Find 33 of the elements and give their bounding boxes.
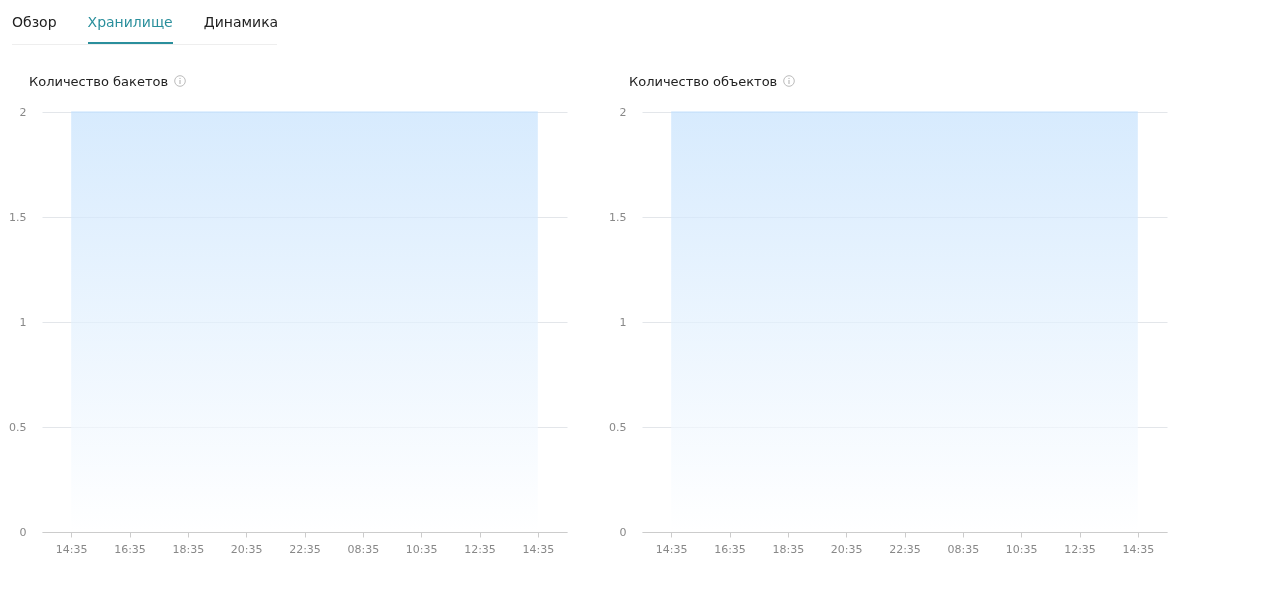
text: Динамика xyxy=(203,14,279,32)
x-tick-label: 18:35 xyxy=(172,542,205,556)
x-tick-label: 14:35 xyxy=(655,542,688,556)
x-tick-label: 08:35 xyxy=(947,542,980,556)
x-tick-label: 20:35 xyxy=(830,542,863,556)
y-tick-label: 0 xyxy=(619,525,627,539)
y-tick-label: 0 xyxy=(19,525,27,539)
x-tick-label: 16:35 xyxy=(714,542,746,556)
y-tick-label: 2 xyxy=(19,105,27,119)
x-tick-label: 14:35 xyxy=(522,542,555,556)
x-tick-label: 10:35 xyxy=(405,542,438,556)
x-tick-label: 18:35 xyxy=(772,542,805,556)
chart-title: Количество бакетов xyxy=(29,73,169,89)
x-tick-label: 22:35 xyxy=(889,542,921,556)
y-tick-label: 1.5 xyxy=(609,210,627,224)
y-tick-label: 1 xyxy=(619,315,627,329)
x-tick-label: 20:35 xyxy=(230,542,263,556)
x-tick-label: 12:35 xyxy=(1064,542,1096,556)
x-tick-label: 16:35 xyxy=(114,542,146,556)
y-tick-label: 0.5 xyxy=(609,420,627,434)
y-tick-label: 1.5 xyxy=(9,210,27,224)
x-tick-label: 14:35 xyxy=(55,542,88,556)
y-tick-label: 2 xyxy=(619,105,627,119)
x-tick-label: 22:35 xyxy=(289,542,321,556)
y-tick-label: 1 xyxy=(19,315,27,329)
chart-title: Количество объектов xyxy=(629,73,778,89)
text: Хранилище xyxy=(87,14,173,44)
x-tick-label: 12:35 xyxy=(464,542,496,556)
x-tick-label: 10:35 xyxy=(1005,542,1038,556)
x-tick-label: 14:35 xyxy=(1122,542,1155,556)
text: Обзор xyxy=(12,14,57,32)
y-tick-label: 0.5 xyxy=(9,420,27,434)
x-tick-label: 08:35 xyxy=(347,542,380,556)
